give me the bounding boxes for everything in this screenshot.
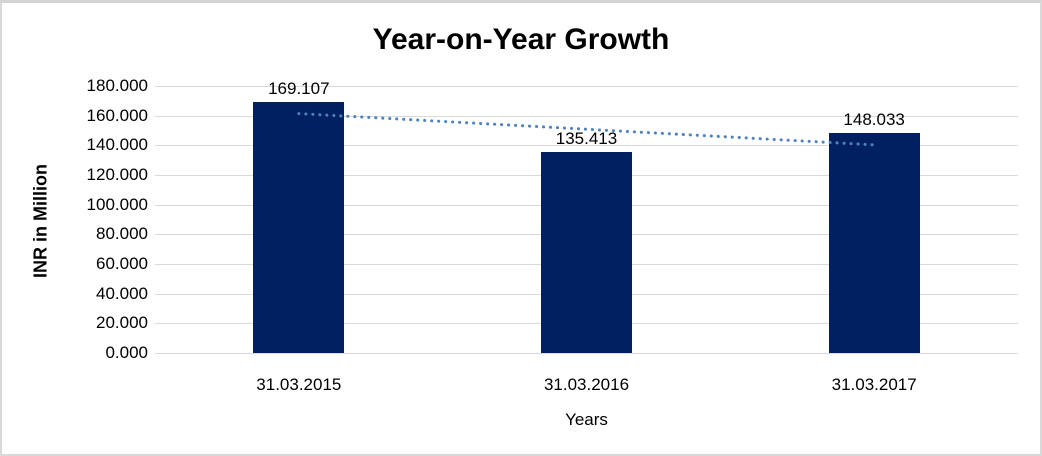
bar-3 [828, 133, 920, 353]
y-axis-tick-label: 100.000 [86, 194, 148, 214]
y-axis-tick-label: 20.000 [96, 313, 148, 333]
y-axis-tick-label: 0.000 [105, 343, 148, 362]
x-axis-title: Years [565, 410, 608, 429]
y-axis-tick-label: 180.000 [86, 76, 148, 95]
bar-value-label: 169.107 [268, 79, 330, 99]
bar-value-label: 148.033 [843, 110, 905, 130]
bar-2 [541, 152, 632, 353]
y-axis-tick-label: 80.000 [96, 224, 148, 244]
chart-title: Year-on-Year Growth [372, 23, 670, 56]
x-axis-category-label: 31.03.2016 [543, 375, 630, 394]
gridline [155, 86, 1018, 87]
x-axis-category-label: 31.03.2017 [831, 375, 917, 394]
y-axis-tick-label: 160.000 [86, 105, 148, 125]
bar-1 [253, 102, 345, 353]
y-axis-tick-label: 60.000 [96, 254, 148, 273]
y-axis-tick-label: 140.000 [86, 135, 148, 155]
y-axis-tick-label: 120.000 [86, 165, 148, 184]
y-axis-title: INR in Million [30, 164, 51, 278]
x-axis-line [155, 353, 1018, 354]
y-axis-tick-label: 40.000 [96, 283, 148, 303]
x-axis-category-label: 31.03.2015 [256, 375, 342, 394]
bar-value-label: 135.413 [555, 129, 618, 149]
